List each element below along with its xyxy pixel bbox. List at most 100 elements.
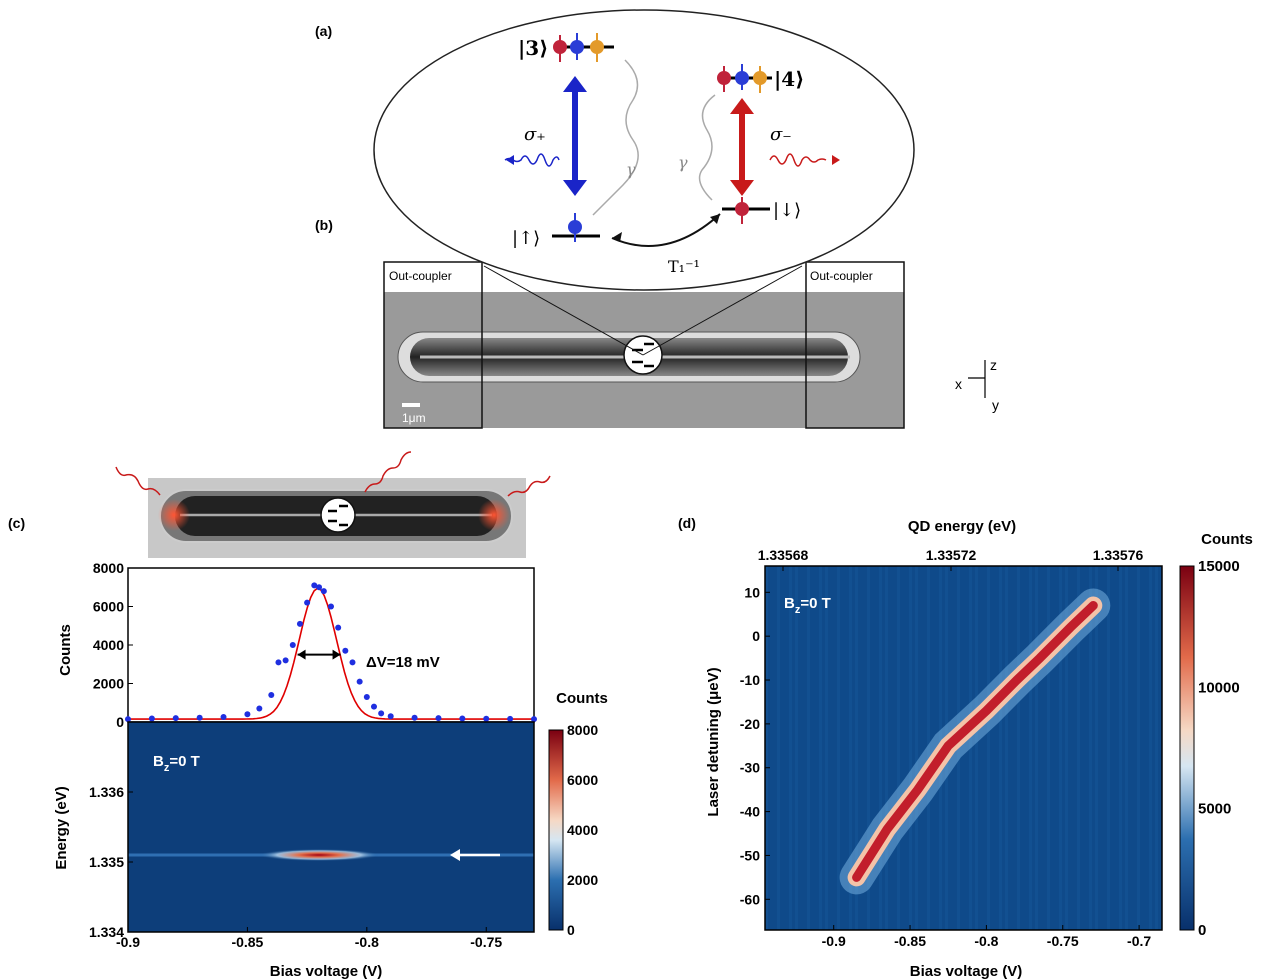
c-colorbar-tick: 0 <box>567 922 575 938</box>
gamma-label-left: γ <box>626 160 636 179</box>
c-top-ytick-label: 0 <box>116 714 124 730</box>
d-noise-stripe <box>915 566 918 930</box>
c-top-data-point <box>304 599 311 606</box>
d-top-xtick-label: 1.33572 <box>926 547 977 563</box>
d-top-xtick-label: 1.33568 <box>758 547 809 563</box>
c-bot-ytick-label: 1.335 <box>89 854 124 870</box>
c-top-data-point <box>282 657 289 664</box>
axis-y-label: y <box>992 397 999 413</box>
c-bot-ytick-label: 1.334 <box>89 924 124 940</box>
coordinate-axes-icon <box>968 360 986 398</box>
c-top-data-point <box>335 624 342 631</box>
c-top-data-point <box>125 716 131 723</box>
d-ytick-label: -20 <box>740 716 760 732</box>
blue-photon-arrow-icon <box>506 155 514 165</box>
c-top-data-point <box>316 584 323 591</box>
red-photon-arrow-icon <box>832 155 840 165</box>
c-bot-background <box>128 722 534 932</box>
c-top-data-point <box>459 715 466 722</box>
c-colorbar-tick: 8000 <box>567 722 598 738</box>
d-noise-stripe <box>1125 566 1128 930</box>
d-noise-stripe <box>1155 566 1158 930</box>
c-top-fit-line <box>128 587 534 720</box>
d-colorbar-tick: 5000 <box>1198 801 1231 818</box>
state-3-label: |3⟩ <box>518 36 548 60</box>
c-colorbar-scale <box>548 729 564 931</box>
d-bz-annotation: Bz=0 T <box>784 595 831 616</box>
c-top-data-point <box>148 715 155 722</box>
chart-d: -60 -50 -40 -30 -20 -10 0 10 -0.9 -0.85 -0.8 -0.75 -… <box>740 547 1163 949</box>
d-noise-stripe <box>1107 566 1110 930</box>
d-noise-stripe <box>837 566 840 930</box>
c-bot-xlabel: Bias voltage (V) <box>270 963 383 979</box>
d-noise-stripe <box>999 566 1002 930</box>
c-bot-arrowhead-icon <box>450 849 460 861</box>
d-noise-stripe <box>1089 566 1092 930</box>
d-noise-stripe <box>855 566 858 930</box>
red-photon-wave-icon <box>769 153 827 167</box>
sigma-plus-transition <box>563 76 587 196</box>
c-bot-ylabel: Energy (eV) <box>53 786 70 869</box>
d-noise-stripe <box>1137 566 1140 930</box>
d-colorbar-tick: 15000 <box>1198 558 1240 575</box>
c-colorbar-tick: 6000 <box>567 772 598 788</box>
d-noise-stripe <box>897 566 900 930</box>
d-noise-stripe <box>975 566 978 930</box>
d-colorbar-tick: 0 <box>1198 922 1206 939</box>
c-colorbar-label: Counts <box>556 690 608 707</box>
d-noise-stripe <box>807 566 810 930</box>
c-colorbar-tick: 2000 <box>567 872 598 888</box>
d-noise-stripe <box>1149 566 1152 930</box>
d-noise-stripe <box>849 566 852 930</box>
d-colorbar-scale <box>1179 565 1195 931</box>
d-noise-stripe <box>1035 566 1038 930</box>
state-up-label: |↑⟩ <box>512 228 540 249</box>
c-top-ytick-label: 4000 <box>93 637 124 653</box>
c-top-fwhm-arrowhead-right <box>332 649 341 660</box>
d-noise-stripe <box>1065 566 1068 930</box>
d-xtick-label: -0.7 <box>1127 933 1151 949</box>
d-noise-stripe <box>879 566 882 930</box>
c-top-data-point <box>378 710 385 717</box>
d-xtick-label: -0.9 <box>822 933 846 949</box>
t1-label: T₁⁻¹ <box>668 257 700 276</box>
chart-c-bottom: 1.334 1.335 1.336 -0.9 -0.85 -0.8 -0.75 <box>89 721 535 950</box>
d-noise-stripe <box>1119 566 1122 930</box>
c-colorbar-tick: 4000 <box>567 822 598 838</box>
t1-relaxation-arrow <box>611 213 721 247</box>
d-noise-stripe <box>1095 566 1098 930</box>
d-ytick-label: -10 <box>740 672 760 688</box>
c-top-data-point <box>483 715 490 722</box>
c-top-data-point <box>256 705 263 712</box>
c-top-ytick-label: 2000 <box>93 676 124 692</box>
d-xtick-label: -0.8 <box>974 933 998 949</box>
d-noise-stripe <box>825 566 828 930</box>
chart-c-top: 0 2000 4000 6000 8000 <box>93 560 537 730</box>
d-xtick-label: -0.85 <box>894 933 926 949</box>
d-noise-stripe <box>765 566 768 930</box>
panel-label-a: (a) <box>315 23 332 39</box>
c-top-data-point <box>411 714 418 721</box>
c-top-data-point <box>320 588 327 595</box>
c-top-data-point <box>220 713 227 720</box>
d-colorbar-label: Counts <box>1201 531 1253 548</box>
level-diagram-ellipse <box>373 9 915 291</box>
c-top-annotation: ΔV=18 mV <box>366 654 440 671</box>
axis-z-label: z <box>990 357 997 373</box>
c-bot-ytick-label: 1.336 <box>89 784 124 800</box>
c-top-data-point <box>289 642 296 648</box>
outcoupler-right-label: Out-coupler <box>810 269 873 283</box>
d-noise-stripe <box>867 566 870 930</box>
d-noise-stripe <box>987 566 990 930</box>
d-noise-stripe <box>885 566 888 930</box>
d-noise-stripe <box>1059 566 1062 930</box>
d-xtick-label: -0.75 <box>1047 933 1079 949</box>
panel-label-c: (c) <box>8 515 25 531</box>
c-top-frame <box>127 567 535 723</box>
d-xlabel: Bias voltage (V) <box>910 963 1023 979</box>
c-top-ylabel: Counts <box>57 624 74 676</box>
d-noise-stripe <box>795 566 798 930</box>
colorbar-d: 0 5000 10000 15000 <box>1179 558 1240 939</box>
d-noise-stripe <box>789 566 792 930</box>
